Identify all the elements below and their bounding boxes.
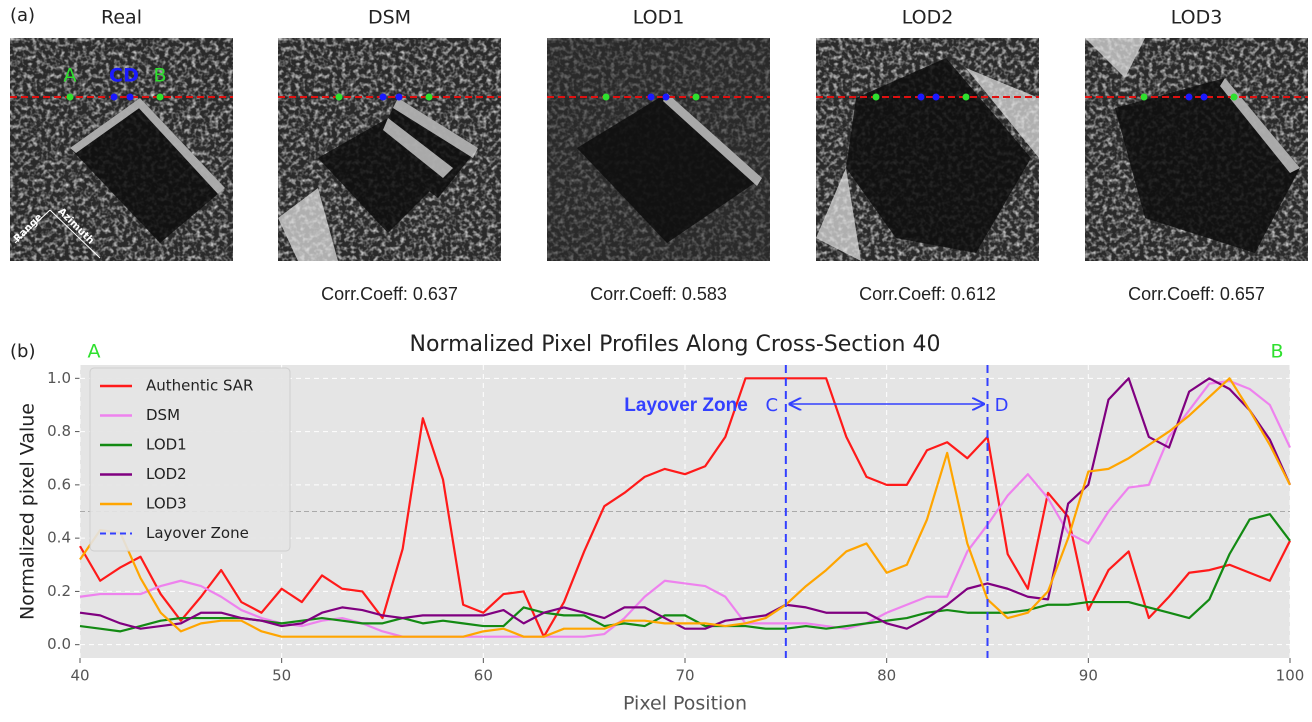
cross-section-point (335, 93, 343, 101)
cross-section-point (932, 93, 940, 101)
corr-caption: Corr.Coeff: 0.583 (590, 284, 727, 304)
layover-annotation: Layover Zone (624, 395, 748, 416)
cross-section-point (1200, 93, 1208, 101)
corr-caption: Corr.Coeff: 0.637 (321, 284, 458, 304)
sar-image (278, 38, 501, 261)
legend-label: LOD2 (146, 465, 187, 483)
panel-label: (b) (10, 341, 35, 362)
cross-section-point (602, 93, 610, 101)
layover-end-label: D (995, 395, 1009, 416)
cross-section-point (156, 93, 164, 101)
cross-section-point (126, 93, 134, 101)
panel-label: (a) (10, 5, 35, 26)
y-tick-label: 0.6 (47, 475, 71, 493)
cross-section-point (395, 93, 403, 101)
corr-caption: Corr.Coeff: 0.612 (859, 284, 996, 304)
building-shadow (577, 93, 762, 243)
image-title: Real (101, 7, 142, 29)
building-shadow (70, 98, 225, 243)
point-label: D (123, 65, 139, 87)
legend-label: LOD1 (146, 436, 187, 454)
series-line (79, 377, 1292, 630)
building-edge (1085, 38, 1300, 173)
x-axis-label: Pixel Position (623, 693, 747, 715)
cross-section-point (1185, 93, 1193, 101)
cross-section-point (647, 93, 655, 101)
end-label: A (88, 341, 101, 363)
legend-box (89, 367, 291, 552)
x-tick-label: 40 (70, 667, 89, 685)
cross-section-point (917, 93, 925, 101)
legend-label: Authentic SAR (146, 377, 253, 395)
cross-section-point (379, 93, 387, 101)
legend-label: DSM (146, 406, 180, 424)
x-tick-label: 60 (474, 667, 493, 685)
sar-image (816, 38, 1039, 261)
y-tick-label: 0.2 (47, 582, 71, 600)
direction-axis (49, 209, 101, 259)
image-title: DSM (368, 7, 411, 29)
cross-section-point (692, 93, 700, 101)
y-tick-label: 0.8 (47, 422, 71, 440)
cross-section-point (872, 93, 880, 101)
y-tick-label: 1.0 (47, 369, 71, 387)
point-label: B (153, 65, 166, 87)
legend-label: Layover Zone (146, 524, 249, 542)
chart-title: Normalized Pixel Profiles Along Cross-Se… (410, 332, 941, 357)
cross-section-point (425, 93, 433, 101)
y-tick-label: 0.0 (47, 635, 71, 653)
image-title: LOD3 (1171, 7, 1223, 29)
x-tick-label: 50 (272, 667, 291, 685)
series-line (79, 513, 1291, 633)
cross-section-point (962, 93, 970, 101)
building-edge (816, 68, 1039, 261)
sar-image (10, 38, 233, 261)
cross-section-point (1140, 93, 1148, 101)
building-edge (70, 98, 225, 194)
x-tick-label: 90 (1079, 667, 1098, 685)
direction-axis (14, 209, 51, 244)
sar-image (547, 38, 770, 261)
sar-image (1085, 38, 1308, 261)
x-tick-label: 70 (675, 667, 694, 685)
image-title: LOD2 (902, 7, 954, 29)
y-axis-label: Normalized pixel Value (17, 403, 39, 620)
series-line (79, 377, 1291, 638)
cross-section-point (1230, 93, 1238, 101)
point-label: A (64, 65, 77, 87)
end-label: B (1270, 341, 1283, 363)
cross-section-point (662, 93, 670, 101)
building-shadow (846, 58, 1031, 253)
x-tick-label: 80 (877, 667, 896, 685)
series-line (79, 377, 1291, 638)
point-label: C (109, 65, 123, 87)
corr-caption: Corr.Coeff: 0.657 (1128, 284, 1265, 304)
building-edge (663, 93, 762, 186)
layover-end-label: C (766, 395, 779, 416)
building-edge (278, 98, 478, 261)
cross-section-point (66, 93, 74, 101)
cross-section-point (110, 93, 118, 101)
legend-label: LOD3 (146, 495, 187, 513)
x-tick-label: 100 (1276, 667, 1305, 685)
image-title: LOD1 (633, 7, 685, 29)
y-tick-label: 0.4 (47, 529, 71, 547)
